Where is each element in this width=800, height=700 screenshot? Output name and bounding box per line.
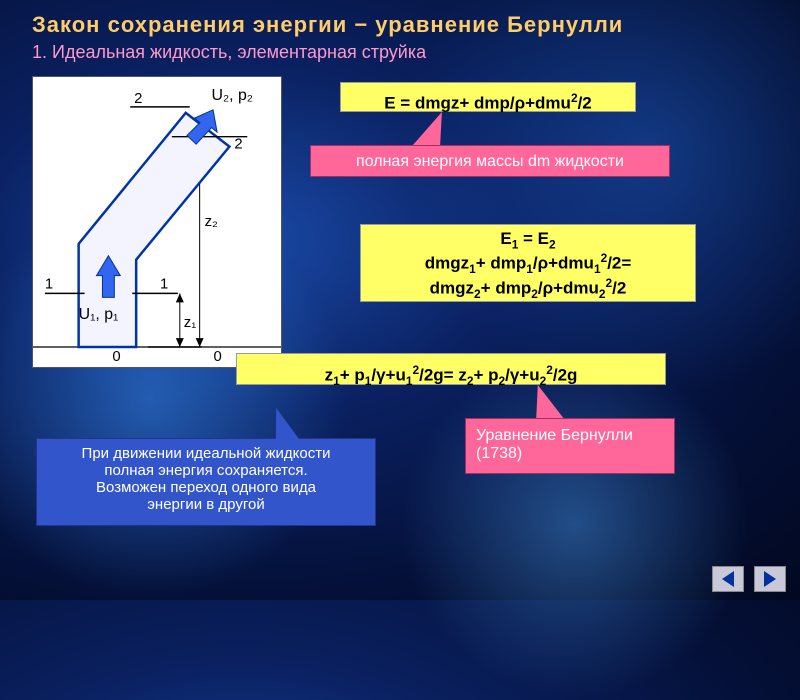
svg-text:U₁, p₁: U₁, p₁ (79, 306, 119, 323)
energy-formula-box: E = dmgz+ dmp/ρ+dmu2/2 (340, 82, 636, 112)
stream-tube-diagram: 1 1 2 2 0 0 U₁, p₁ U₂, p₂ z₁ z₂ (32, 76, 282, 368)
svg-text:0: 0 (214, 349, 222, 365)
svg-text:2: 2 (134, 91, 142, 107)
svg-text:2: 2 (234, 137, 242, 153)
bernoulli-equation-box: z1+ p1/γ+u12/2g= z2+ p2/γ+u22/2g (236, 353, 666, 385)
motion-statement-box: При движении идеальной жидкостиполная эн… (36, 438, 376, 526)
svg-text:1: 1 (45, 276, 53, 292)
next-slide-button[interactable] (754, 566, 786, 592)
svg-text:0: 0 (112, 349, 120, 365)
svg-text:1: 1 (160, 276, 168, 292)
slide-title: Закон сохранения энергии − уравнение Бер… (32, 12, 780, 38)
svg-text:z₂: z₂ (205, 214, 218, 230)
bernoulli-label-box: Уравнение Бернулли(1738) (465, 418, 675, 474)
slide-subtitle: 1. Идеальная жидкость, элементарная стру… (32, 42, 426, 63)
energy-balance-box: E1 = E2dmgz1+ dmp1/ρ+dmu12/2=dmgz2+ dmp2… (360, 224, 696, 302)
mass-energy-box: полная энергия массы dm жидкости (310, 145, 670, 177)
prev-slide-button[interactable] (712, 566, 744, 592)
svg-text:z₁: z₁ (184, 315, 196, 331)
svg-text:U₂, p₂: U₂, p₂ (212, 87, 253, 104)
